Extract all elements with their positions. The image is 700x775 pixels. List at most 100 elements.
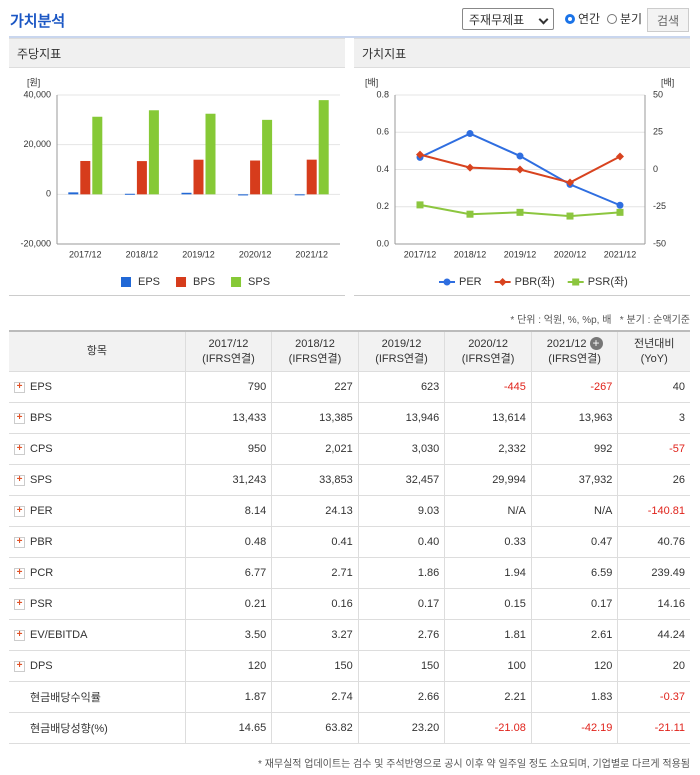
- cell: 13,946: [357, 402, 446, 434]
- cell: 13,433: [184, 402, 273, 434]
- radio-annual[interactable]: 연간: [565, 10, 600, 27]
- column-header: 2020/12 (IFRS연결): [444, 330, 532, 372]
- row-label-cell: + PBR: [9, 526, 186, 558]
- marker: [516, 208, 524, 216]
- table-row: 현금배당수익률 1.87 2.74 2.66 2.21 1.83 -0.37: [9, 681, 690, 713]
- cell: 790: [184, 371, 273, 403]
- x-tick-label: 2020/12: [554, 249, 587, 259]
- cell: 1.87: [184, 681, 273, 713]
- column-header: 2021/12 + (IFRS연결): [530, 330, 619, 372]
- header-text: (YoY): [640, 352, 668, 365]
- cell: 1.81: [444, 619, 532, 651]
- bar: [92, 116, 103, 195]
- header-text: 2018/12: [295, 337, 335, 350]
- expand-icon[interactable]: +: [14, 629, 25, 641]
- row-label: PCR: [30, 567, 54, 579]
- marker: [466, 163, 474, 172]
- expand-icon[interactable]: +: [14, 412, 25, 424]
- expand-icon[interactable]: +: [14, 660, 25, 672]
- legend-label: PER: [459, 276, 482, 288]
- header-text: 항목: [86, 345, 107, 357]
- y2-tick-label: 25: [653, 127, 663, 137]
- cell: 239.49: [617, 557, 690, 589]
- header-text: (IFRS연결): [288, 352, 342, 365]
- cell: 0.48: [184, 526, 273, 558]
- x-tick-label: 2020/12: [239, 249, 272, 259]
- marker: [516, 152, 524, 160]
- radio-quarter[interactable]: 분기: [607, 10, 642, 27]
- row-label-cell: + PSR: [9, 588, 186, 620]
- cell: 9.03: [357, 495, 446, 527]
- cell: 100: [444, 650, 532, 682]
- cell: 24.13: [271, 495, 359, 527]
- table-row: + PCR 6.77 2.71 1.86 1.94 6.59 239.49: [9, 557, 690, 589]
- cell: -140.81: [617, 495, 690, 527]
- chart-panel: 주당지표 [원] -20,000 0 20,000 40,000 2017/12 2018/…: [9, 38, 345, 296]
- row-label-cell: + EV/EBITDA: [9, 619, 186, 651]
- header-text: 전년대비: [633, 337, 675, 350]
- expand-icon[interactable]: +: [14, 567, 25, 579]
- header-text: 2019/12: [381, 337, 422, 350]
- row-label: DPS: [30, 660, 53, 672]
- row-label-cell: + EPS: [9, 371, 186, 403]
- bar: [148, 110, 159, 195]
- radio-dot[interactable]: [565, 13, 575, 24]
- expand-icon[interactable]: +: [14, 598, 25, 610]
- search-button[interactable]: 검색: [647, 8, 689, 32]
- bar: [136, 161, 147, 195]
- marker: [516, 165, 524, 174]
- panel-title: 주당지표: [9, 38, 345, 68]
- table-row: + PBR 0.48 0.41 0.40 0.33 0.47 40.76: [9, 526, 690, 558]
- cell: 13,385: [271, 402, 359, 434]
- cell: 40: [617, 371, 690, 403]
- cell: 0.17: [530, 588, 619, 620]
- axis-unit: [원]: [27, 77, 40, 87]
- expand-icon[interactable]: +: [14, 505, 25, 517]
- statement-select[interactable]: 주재무제표: [462, 8, 554, 30]
- row-label-cell: + DPS: [9, 650, 186, 682]
- row-label: PSR: [30, 598, 53, 610]
- column-header: 2018/12 (IFRS연결): [271, 330, 359, 372]
- table-row: + BPS 13,433 13,385 13,946 13,614 13,963 3: [9, 402, 690, 434]
- marker: [616, 208, 624, 216]
- bar: [306, 159, 317, 195]
- cell: 3: [617, 402, 690, 434]
- legend-marker: [498, 278, 507, 286]
- expand-icon[interactable]: +: [14, 536, 25, 548]
- chart-panel: 가치지표 [배] [배] 0.0 0.2 0.4 0.6 0.8 -50 -25 0 25 50 201…: [354, 38, 690, 296]
- column-header: 2017/12 (IFRS연결): [184, 330, 273, 372]
- cell: 44.24: [617, 619, 690, 651]
- cell: 37,932: [530, 464, 619, 496]
- cell: 14.16: [617, 588, 690, 620]
- row-label: PBR: [30, 536, 53, 548]
- radio-label[interactable]: 연간: [578, 12, 601, 26]
- radio-label[interactable]: 분기: [620, 12, 643, 26]
- cell: 3.50: [184, 619, 273, 651]
- expand-icon[interactable]: +: [14, 381, 25, 393]
- row-label: EV/EBITDA: [30, 629, 88, 641]
- legend-swatch: [121, 277, 131, 287]
- legend-marker: [443, 278, 451, 286]
- header-text: (IFRS연결): [461, 352, 515, 365]
- bar: [205, 113, 216, 195]
- cell: 2.74: [271, 681, 359, 713]
- cell: -267: [530, 371, 619, 403]
- add-button[interactable]: +: [589, 336, 603, 350]
- cell: 29,994: [444, 464, 532, 496]
- expand-icon[interactable]: +: [14, 474, 25, 486]
- cell: N/A: [530, 495, 619, 527]
- radio-dot[interactable]: [607, 13, 617, 24]
- x-tick-label: 2017/12: [404, 249, 437, 259]
- row-label-cell: 현금배당수익률: [9, 681, 186, 713]
- table-row: + EV/EBITDA 3.50 3.27 2.76 1.81 2.61 44.24: [9, 619, 690, 651]
- legend-label: SPS: [248, 276, 270, 288]
- y-tick-label: 20,000: [23, 139, 51, 149]
- cell: 8.14: [184, 495, 273, 527]
- legend-swatch: [176, 277, 187, 287]
- bar: [238, 194, 249, 196]
- header-text: 2017/12: [208, 337, 249, 350]
- legend-label: EPS: [138, 276, 160, 288]
- cell: N/A: [444, 495, 532, 527]
- y2-tick-label: 0: [653, 164, 658, 174]
- expand-icon[interactable]: +: [14, 443, 25, 455]
